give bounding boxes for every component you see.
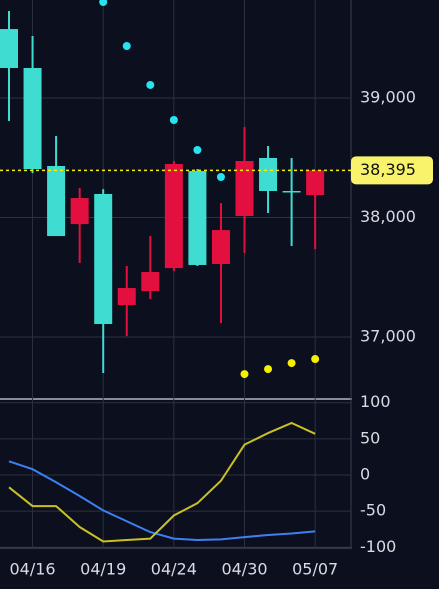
candle-body [282, 190, 301, 193]
sar-dot [169, 115, 178, 124]
sar-dot [122, 42, 131, 51]
candle-body [23, 68, 42, 170]
y-tick-label: 100 [360, 392, 391, 411]
candle-body [141, 272, 160, 292]
indicator-line [8, 421, 316, 543]
candle-body [0, 29, 18, 69]
x-tick-label: 04/16 [9, 560, 55, 579]
candle-body [47, 166, 66, 237]
sar-dot [99, 0, 108, 7]
x-tick-label: 05/07 [292, 560, 338, 579]
y-tick-label: -50 [360, 501, 386, 520]
indicator-line [8, 460, 316, 542]
sar-dot [216, 173, 225, 182]
sar-dot [146, 80, 155, 89]
candle-body [211, 230, 230, 265]
candle-body [188, 171, 207, 265]
candle-body [70, 198, 89, 225]
sar-dot [193, 145, 202, 154]
y-tick-label: 37,000 [360, 327, 416, 346]
y-tick-label: -100 [360, 537, 396, 556]
x-tick-label: 04/24 [151, 560, 197, 579]
sar-dot [264, 365, 273, 374]
y-tick-label: 0 [360, 465, 370, 484]
candle-body [117, 288, 136, 306]
candle-body [235, 160, 254, 216]
sar-dot [311, 355, 320, 364]
y-tick-label: 50 [360, 428, 380, 447]
candle-body [164, 163, 183, 269]
y-tick-label: 39,000 [360, 88, 416, 107]
x-tick-label: 04/30 [221, 560, 267, 579]
sar-dot [287, 359, 296, 368]
last-price-box [351, 156, 433, 185]
x-tick-label: 04/19 [80, 560, 126, 579]
candle-body [94, 193, 113, 325]
sar-dot [240, 370, 249, 379]
candle-body [306, 170, 325, 196]
y-tick-label: 38,000 [360, 207, 416, 226]
candle-body [259, 158, 278, 191]
last-price-label: 38,395 [360, 160, 416, 179]
